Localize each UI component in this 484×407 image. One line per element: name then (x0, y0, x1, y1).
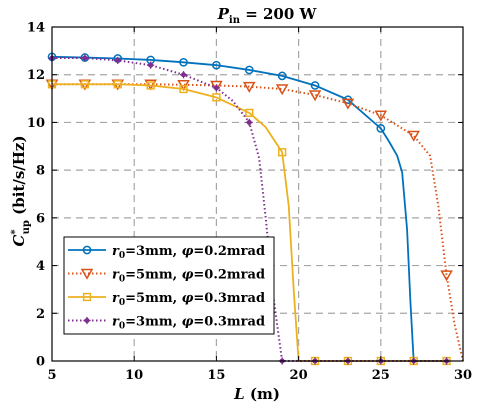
legend-end: =0.3mrad (193, 315, 265, 330)
legend-label: r0=3mm, φ=0.2mrad (112, 244, 265, 261)
y-tick-label: 0 (36, 355, 45, 370)
x-tick-label: 5 (47, 368, 56, 383)
marker-circle (179, 57, 188, 67)
axes (51, 26, 464, 362)
x-tick-label: 10 (125, 368, 143, 383)
legend-phi: φ (182, 315, 194, 330)
marker-triangle (275, 84, 289, 96)
y-tick-label: 6 (36, 211, 45, 226)
marker-square (179, 84, 188, 94)
y-tick-label: 10 (27, 116, 45, 131)
marker-circle (277, 71, 287, 81)
marker-triangle (242, 81, 256, 93)
marker-square (212, 93, 221, 102)
legend-rest: =5mm, (125, 291, 182, 306)
legend-label: r0=3mm, φ=0.3mrad (112, 315, 265, 332)
legend-label: r0=5mm, φ=0.3mrad (112, 291, 265, 308)
x-tick-label: 15 (207, 368, 225, 383)
marker-circle (310, 81, 320, 90)
y-tick-label: 12 (27, 68, 45, 83)
x-tick-label: 20 (290, 368, 308, 383)
title-rest: = 200 W (240, 5, 318, 23)
legend-sub: 0 (119, 322, 125, 332)
legend-label: r0=5mm, φ=0.2mrad (112, 268, 265, 285)
marker-square (113, 80, 122, 89)
legend-var: r (112, 244, 120, 259)
series-line (51, 55, 447, 362)
x-axis-label: L (m) (233, 385, 280, 403)
title-sub: in (229, 15, 241, 26)
marker-circle (82, 245, 92, 255)
x-tick-label: 30 (454, 368, 472, 383)
marker-circle (376, 124, 386, 133)
legend-var: r (112, 315, 120, 330)
y-tick-label: 4 (36, 259, 45, 274)
marker-triangle (341, 98, 355, 110)
marker-triangle (210, 80, 223, 92)
y-tick-label: 14 (27, 21, 45, 36)
legend-end: =0.2mrad (193, 244, 265, 259)
marker-triangle (407, 130, 420, 142)
y-axis-var: C (10, 235, 28, 247)
legend-box (63, 236, 275, 335)
legend-end: =0.3mrad (193, 291, 265, 306)
legend-sub: 0 (119, 298, 125, 308)
y-tick-label: 8 (36, 164, 45, 179)
marker-square (82, 292, 92, 302)
legend-phi: φ (182, 244, 194, 259)
marker-square (146, 81, 155, 90)
legend-var: r (112, 268, 120, 283)
axes-box (51, 26, 464, 362)
legend-item-4: r0=3mm, φ=0.3mrad (68, 315, 265, 332)
y-axis-sub: up (21, 220, 32, 234)
title-main: P (217, 5, 230, 23)
legend-sub: 0 (119, 275, 125, 285)
marker-triangle (80, 268, 94, 280)
x-tick-label: 25 (372, 368, 390, 383)
legend-var: r (112, 291, 120, 306)
legend-rest: =3mm, (125, 315, 182, 330)
chart-title: Pin = 200 W (217, 5, 318, 26)
legend-rest: =5mm, (125, 268, 182, 283)
legend-sub: 0 (119, 251, 125, 261)
marker-triangle (440, 270, 453, 282)
marker-square (278, 148, 287, 157)
marker-square (245, 108, 254, 118)
y-tick-label: 2 (36, 307, 45, 322)
legend-end: =0.2mrad (193, 268, 265, 283)
marker-circle (244, 65, 254, 75)
legend-phi: φ (182, 268, 194, 283)
y-axis-unit: (bit/s/Hz) (10, 135, 28, 220)
x-axis-var: L (233, 385, 245, 403)
legend-phi: φ (182, 291, 194, 306)
marker-triangle (308, 90, 322, 102)
legend-item-3: r0=5mm, φ=0.3mrad (68, 291, 265, 308)
marker-triangle (374, 110, 388, 122)
legend-item-2: r0=5mm, φ=0.2mrad (68, 268, 265, 285)
y-axis-sup: * (10, 229, 21, 235)
y-axis-label: C*up (bit/s/Hz) (10, 135, 32, 246)
ticks: 5 10 15 20 25 30 0 2 4 6 8 10 12 14 (27, 21, 472, 384)
x-axis-unit: (m) (245, 385, 280, 403)
legend-rest: =3mm, (125, 244, 182, 259)
marker-square (80, 80, 90, 89)
legend-item-1: r0=3mm, φ=0.2mrad (68, 244, 265, 261)
marker-circle (212, 60, 221, 70)
